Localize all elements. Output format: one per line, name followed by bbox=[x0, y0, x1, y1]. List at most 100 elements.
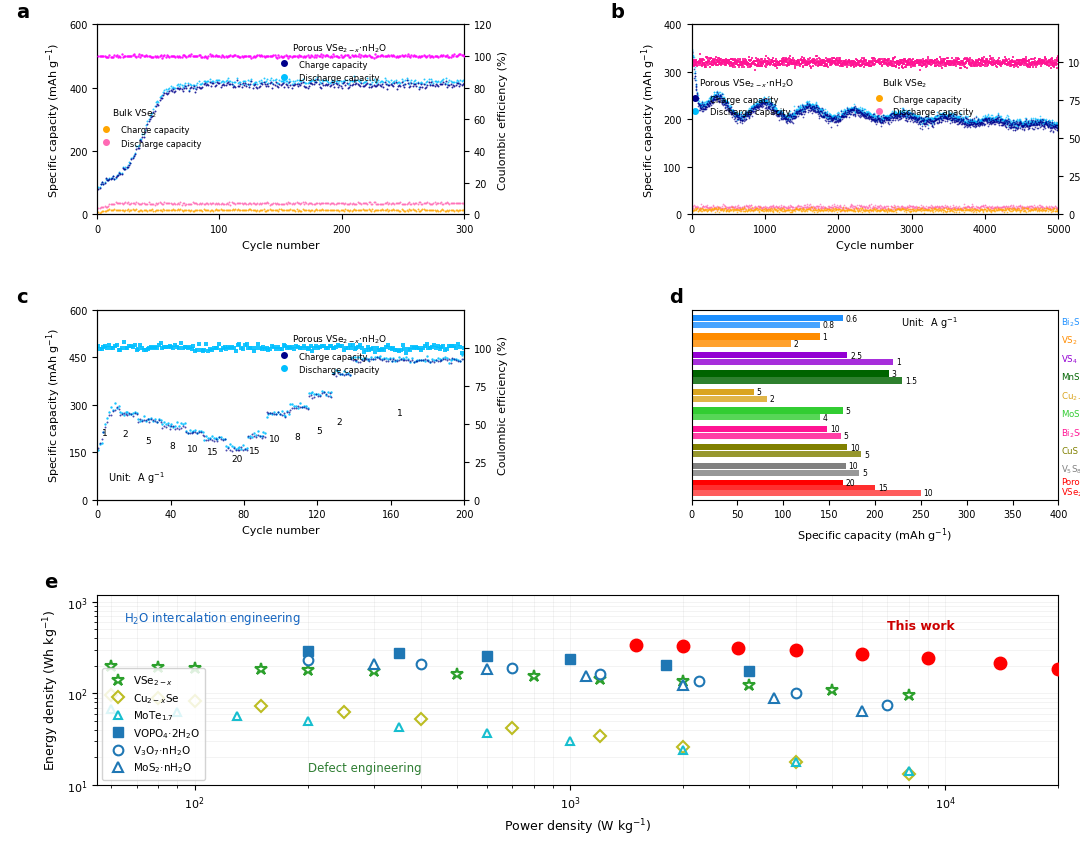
Point bbox=[716, 102, 733, 116]
Point bbox=[1026, 116, 1043, 130]
Point bbox=[944, 113, 961, 127]
Point bbox=[914, 116, 931, 129]
Point bbox=[788, 105, 806, 118]
Point bbox=[924, 113, 942, 127]
Point bbox=[923, 57, 941, 70]
Point bbox=[201, 197, 218, 210]
Point bbox=[1005, 117, 1023, 131]
Point bbox=[849, 106, 866, 120]
Point bbox=[960, 116, 977, 129]
Point bbox=[218, 77, 235, 90]
Point bbox=[337, 78, 354, 92]
Point bbox=[302, 75, 320, 89]
Point bbox=[717, 97, 734, 111]
Point bbox=[950, 114, 968, 127]
Point bbox=[166, 203, 184, 217]
Point bbox=[777, 113, 794, 127]
Point bbox=[996, 54, 1013, 68]
Point bbox=[240, 197, 257, 210]
Point bbox=[694, 57, 712, 70]
Point bbox=[1034, 116, 1051, 130]
Point bbox=[988, 115, 1005, 128]
Point bbox=[739, 106, 756, 120]
Point bbox=[848, 105, 865, 118]
Point bbox=[806, 201, 823, 214]
Point bbox=[987, 205, 1004, 219]
Point bbox=[859, 204, 876, 218]
Point bbox=[700, 56, 717, 69]
Point bbox=[850, 106, 867, 120]
Point bbox=[728, 202, 745, 215]
Point bbox=[782, 201, 799, 214]
Point bbox=[732, 112, 750, 126]
Point bbox=[348, 197, 365, 211]
Bar bbox=[691, 371, 889, 377]
Point bbox=[200, 75, 217, 89]
Point bbox=[869, 113, 887, 127]
Point bbox=[282, 75, 299, 89]
Point bbox=[183, 48, 200, 62]
Point bbox=[853, 108, 870, 122]
Point bbox=[839, 56, 856, 69]
Point bbox=[789, 204, 807, 218]
Point bbox=[383, 355, 401, 369]
Point bbox=[921, 58, 939, 72]
Point bbox=[238, 204, 255, 218]
Point bbox=[865, 114, 882, 127]
Point bbox=[199, 204, 216, 218]
Point bbox=[451, 49, 469, 62]
Point bbox=[876, 58, 893, 72]
Point bbox=[1034, 57, 1051, 70]
Point bbox=[1002, 118, 1020, 132]
Point bbox=[923, 116, 941, 129]
Point bbox=[1028, 205, 1045, 219]
Point bbox=[781, 59, 798, 73]
Point bbox=[305, 197, 322, 211]
Point bbox=[1039, 119, 1056, 133]
Point bbox=[140, 413, 158, 426]
Point bbox=[746, 203, 764, 216]
Point bbox=[269, 341, 286, 354]
Point bbox=[982, 116, 999, 129]
Point bbox=[750, 101, 767, 115]
Point bbox=[336, 344, 353, 357]
Point bbox=[124, 409, 141, 423]
Point bbox=[814, 111, 832, 124]
Point bbox=[782, 206, 799, 219]
Point bbox=[796, 106, 813, 119]
Point bbox=[313, 385, 330, 398]
Point bbox=[108, 49, 125, 62]
Point bbox=[189, 204, 206, 218]
Point bbox=[442, 51, 459, 65]
Point bbox=[849, 106, 866, 120]
Text: 1: 1 bbox=[102, 428, 107, 437]
Point bbox=[888, 56, 905, 69]
Point bbox=[885, 55, 902, 68]
Point bbox=[870, 113, 888, 127]
Point bbox=[813, 111, 831, 124]
Point bbox=[726, 62, 743, 75]
Point bbox=[1035, 118, 1052, 132]
Point bbox=[924, 204, 942, 218]
Point bbox=[868, 116, 886, 129]
Point bbox=[1010, 58, 1027, 72]
Point bbox=[1009, 114, 1026, 127]
Point bbox=[782, 115, 799, 128]
Point bbox=[997, 119, 1014, 133]
Point bbox=[986, 203, 1003, 216]
Point bbox=[806, 100, 823, 113]
Point bbox=[937, 57, 955, 71]
Point bbox=[171, 423, 188, 436]
Point bbox=[218, 51, 235, 64]
Bar bbox=[691, 322, 820, 328]
Point bbox=[429, 340, 446, 354]
Point bbox=[202, 204, 219, 218]
Point bbox=[207, 431, 225, 445]
Point bbox=[311, 198, 328, 212]
Text: 3: 3 bbox=[891, 370, 896, 378]
Point bbox=[1015, 122, 1032, 136]
Text: Bi$_2$S$_3$: Bi$_2$S$_3$ bbox=[1062, 316, 1080, 328]
Point bbox=[899, 201, 916, 214]
Point bbox=[148, 50, 165, 63]
Point bbox=[208, 198, 226, 212]
